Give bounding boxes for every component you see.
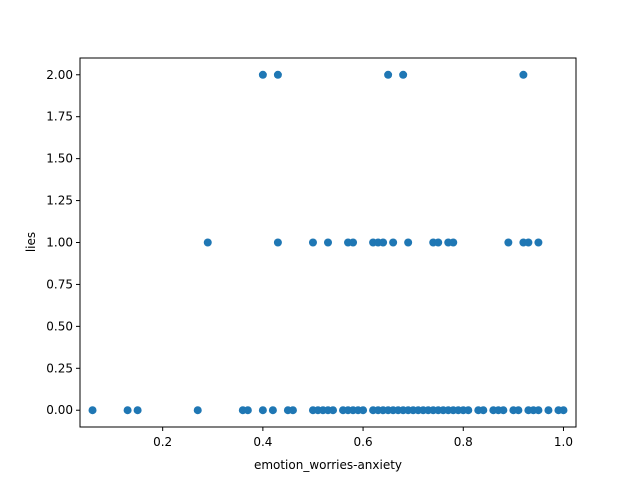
data-point [499,406,508,415]
x-axis-label: emotion_worries-anxiety [254,458,402,472]
data-point [243,406,252,415]
data-point [324,238,332,247]
data-point [514,406,523,415]
y-tick-label: 0.25 [46,361,73,375]
points-layer [88,70,568,415]
data-point [88,406,97,415]
data-point [379,238,388,247]
data-point [534,238,543,247]
data-point [504,238,513,247]
data-point [288,406,297,415]
y-tick-label: 1.00 [46,236,73,250]
data-point [258,406,267,415]
data-point [203,238,212,247]
data-point [544,406,553,415]
x-tick-label: 0.6 [354,435,373,449]
data-point [534,406,543,415]
y-tick-label: 0.50 [46,319,73,333]
data-point [133,406,142,415]
y-axis-label: lies [24,232,38,252]
data-point [519,70,528,79]
data-point [464,406,473,415]
data-point [399,70,408,79]
data-point [258,70,267,79]
data-point [349,238,358,247]
x-tick-label: 0.2 [153,435,172,449]
x-tick-label: 0.4 [253,435,272,449]
data-point [273,70,282,79]
data-point [559,406,568,415]
data-point [268,406,277,415]
data-point [389,238,398,247]
y-tick-label: 1.75 [46,110,73,124]
y-tick-label: 1.50 [46,152,73,166]
data-point [449,238,458,247]
data-point [123,406,132,415]
data-point [524,238,533,247]
y-tick-label: 0.75 [46,277,73,291]
data-point [359,406,368,415]
data-point [434,238,443,247]
data-point [384,70,393,79]
y-tick-label: 1.25 [46,194,73,208]
data-point [308,238,317,247]
x-tick-label: 1.0 [554,435,573,449]
data-point [329,406,338,415]
x-tick-label: 0.8 [454,435,473,449]
data-point [193,406,202,415]
y-tick-label: 0.00 [46,403,73,417]
data-point [479,406,488,415]
data-point [404,238,413,247]
y-axis: 0.00 0.25 0.50 0.75 1.00 1.25 1.50 1.75 2.00 [46,68,80,417]
x-axis: 0.2 0.4 0.6 0.8 1.0 [153,427,573,449]
y-tick-label: 2.00 [46,68,73,82]
data-point [273,238,282,247]
